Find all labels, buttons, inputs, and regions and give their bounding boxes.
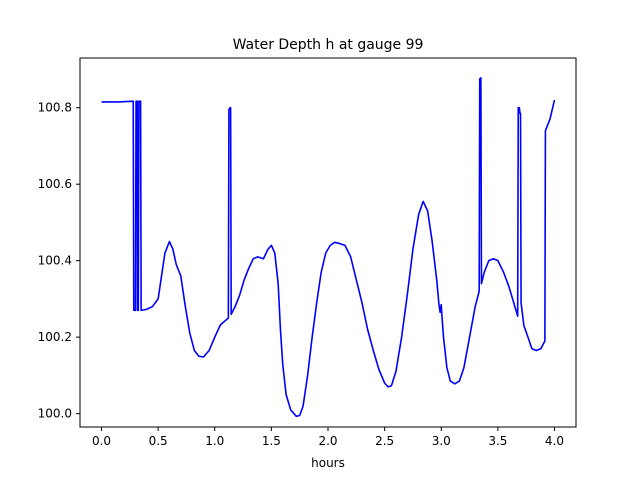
x-tick-label: 4.0 — [545, 434, 564, 448]
x-tick-label: 0.0 — [92, 434, 111, 448]
x-tick-label: 0.5 — [149, 434, 168, 448]
x-tick-label: 1.0 — [205, 434, 224, 448]
y-tick-label: 100.2 — [38, 330, 72, 344]
y-tick-label: 100.6 — [38, 177, 72, 191]
x-axis-label: hours — [311, 456, 345, 470]
y-tick-label: 100.0 — [38, 407, 72, 421]
plot-area — [79, 57, 577, 428]
y-axis: 100.0 100.2 100.4 100.6 100.8 — [38, 101, 80, 421]
chart-title: Water Depth h at gauge 99 — [233, 37, 424, 53]
x-tick-label: 1.5 — [262, 434, 281, 448]
x-tick-label: 2.0 — [318, 434, 337, 448]
x-axis: 0.0 0.5 1.0 1.5 2.0 2.5 3.0 3.5 4.0 — [92, 427, 564, 448]
x-tick-label: 2.5 — [375, 434, 394, 448]
x-tick-label: 3.5 — [488, 434, 507, 448]
x-tick-label: 3.0 — [432, 434, 451, 448]
series-line — [101, 77, 556, 418]
y-tick-label: 100.8 — [38, 101, 72, 115]
y-tick-label: 100.4 — [38, 254, 72, 268]
